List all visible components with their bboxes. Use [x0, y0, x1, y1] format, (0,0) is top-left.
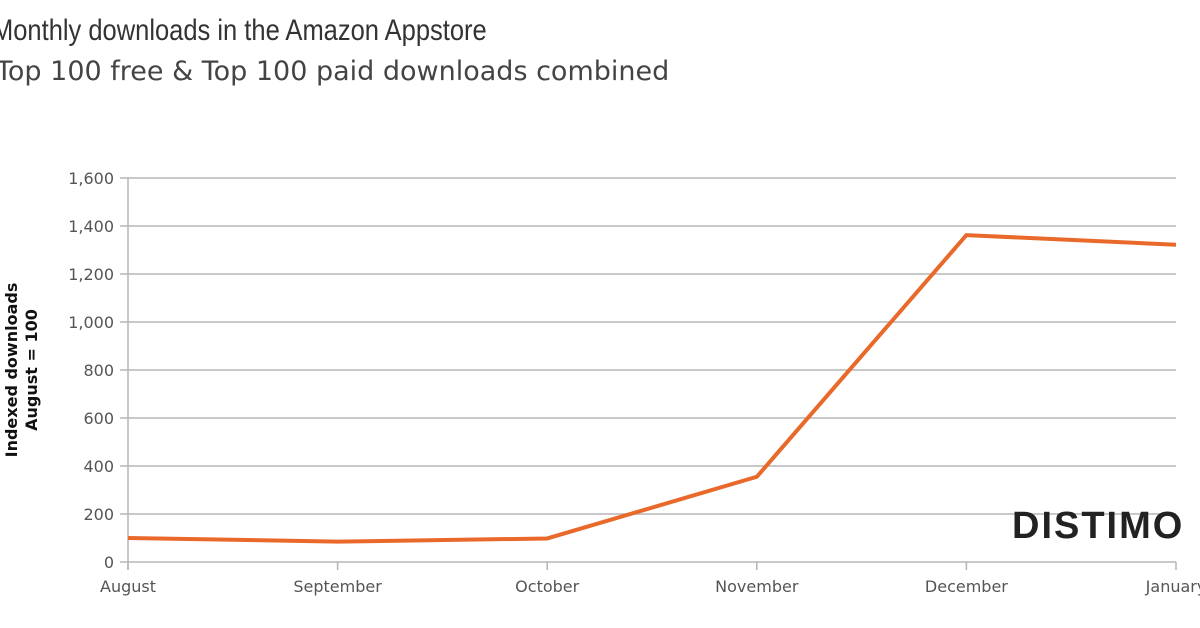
y-tick-label: 1,400 — [68, 217, 114, 236]
y-tick-label: 0 — [104, 553, 114, 572]
y-tick-label: 1,600 — [68, 169, 114, 188]
y-tick-label: 1,200 — [68, 265, 114, 284]
chart-subtitle: Top 100 free & Top 100 paid downloads co… — [0, 56, 670, 87]
y-tick-label: 200 — [83, 505, 114, 524]
y-tick-label: 1,000 — [68, 313, 114, 332]
x-tick-label: August — [100, 577, 156, 596]
distimo-logo: DISTIMO — [1012, 505, 1185, 547]
x-tick-label: October — [515, 577, 579, 596]
series-line — [127, 233, 1177, 544]
x-tick-label: December — [925, 577, 1008, 596]
y-tick-label: 600 — [83, 409, 114, 428]
chart-title: Monthly downloads in the Amazon Appstore — [0, 14, 487, 47]
x-tick-label: January — [1145, 577, 1200, 596]
x-tick-label: September — [293, 577, 382, 596]
x-tick-label: November — [715, 577, 799, 596]
y-tick-label: 400 — [83, 457, 114, 476]
y-tick-label: 800 — [83, 361, 114, 380]
